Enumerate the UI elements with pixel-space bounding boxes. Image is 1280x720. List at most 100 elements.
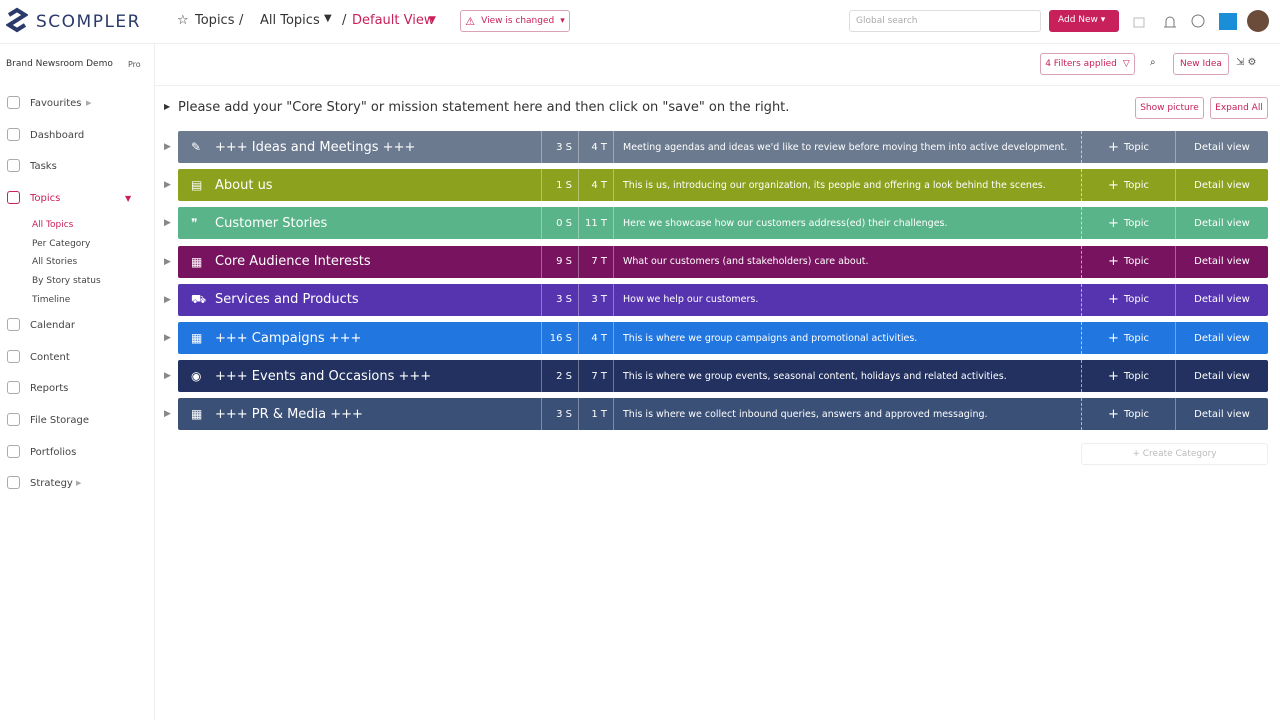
- plus: +: [1107, 330, 1119, 346]
- description: What our customers (and stakeholders) ca…: [623, 256, 869, 268]
- logo-text: SCOMPLER: [36, 12, 141, 32]
- expand-toggle[interactable]: ▶: [164, 142, 171, 152]
- nav-item[interactable]: Portfolios: [30, 446, 77, 458]
- header-icons[interactable]: [1130, 12, 1250, 32]
- show-picture-button[interactable]: Show picture: [1135, 97, 1204, 119]
- sub-nav-item[interactable]: Timeline: [32, 295, 71, 305]
- export-icon[interactable]: ⇲ ⚙: [1236, 57, 1257, 68]
- category-name[interactable]: +++ Events and Occasions +++: [215, 368, 432, 384]
- nav-item[interactable]: Topics: [30, 193, 61, 205]
- category-icon: ❞: [191, 216, 198, 231]
- plus: +: [1107, 177, 1119, 193]
- description: This is us, introducing our organization…: [623, 179, 1046, 191]
- new-idea-button[interactable]: New Idea: [1173, 53, 1229, 75]
- avatar[interactable]: [1247, 10, 1269, 32]
- category-name[interactable]: +++ PR & Media +++: [215, 406, 363, 422]
- nav-item[interactable]: Favourites: [30, 98, 82, 109]
- nav-item[interactable]: Tasks: [30, 161, 57, 173]
- separator: /: [239, 13, 244, 28]
- plus: +: [1132, 449, 1143, 459]
- story-count: 3 S: [541, 131, 578, 163]
- expand-toggle[interactable]: ▶: [164, 294, 171, 305]
- topic-button: Topic: [1123, 141, 1150, 153]
- sub-nav-item[interactable]: All Topics: [32, 219, 74, 230]
- category-name[interactable]: +++ Ideas and Meetings +++: [215, 139, 416, 155]
- nav-icon: [7, 349, 20, 363]
- category-name[interactable]: Services and Products: [215, 292, 359, 308]
- description: Here we showcase how our customers addre…: [623, 217, 948, 229]
- category-name[interactable]: Core Audience Interests: [215, 254, 371, 270]
- category-row: ❞ Customer Stories 0 S 11 T Here we showcase…: [178, 207, 1268, 240]
- category-icon: ▦: [191, 407, 203, 422]
- expand-toggle[interactable]: ▶: [164, 409, 171, 420]
- nav-item[interactable]: Dashboard: [30, 129, 85, 141]
- view-changed-button[interactable]: ⚠ View is changed ▾: [460, 10, 570, 32]
- add-topic-button[interactable]: + Topic: [1081, 283, 1175, 316]
- global-search[interactable]: Global search: [849, 10, 1041, 32]
- plan: Pro: [128, 60, 141, 69]
- detail-view-button[interactable]: Detail view: [1175, 360, 1268, 393]
- search-icon[interactable]: ⌕: [1150, 57, 1156, 68]
- nav-icon: [7, 159, 20, 173]
- nav-icon: [7, 476, 20, 490]
- core-story[interactable]: Please add your "Core Story" or mission …: [178, 100, 790, 115]
- nav-item[interactable]: Reports: [30, 383, 69, 395]
- caret: ▾: [560, 16, 565, 26]
- view-changed: View is changed: [481, 16, 555, 26]
- nav-item[interactable]: File Storage: [30, 414, 90, 426]
- add-topic-button[interactable]: + Topic: [1081, 398, 1175, 431]
- nav-icon: [7, 127, 20, 141]
- description: This is where we group events, seasonal …: [623, 370, 1007, 382]
- topic-count: 4 T: [578, 322, 614, 354]
- category-name[interactable]: +++ Campaigns +++: [215, 330, 362, 346]
- filters-button[interactable]: 4 Filters applied ▽: [1040, 53, 1135, 75]
- detail-view-button[interactable]: Detail view: [1175, 245, 1268, 278]
- category-name[interactable]: Customer Stories: [215, 215, 328, 231]
- breadcrumb[interactable]: All Topics: [260, 13, 320, 28]
- nav-icon: [7, 412, 20, 426]
- sub-nav-item[interactable]: All Stories: [32, 257, 78, 268]
- add-topic-button[interactable]: + Topic: [1081, 360, 1175, 393]
- nav-icon: [7, 444, 20, 458]
- breadcrumb[interactable]: Topics: [195, 13, 235, 28]
- detail-view-button[interactable]: Detail view: [1175, 322, 1268, 354]
- add-new-button[interactable]: Add New ▾: [1049, 10, 1119, 32]
- detail-view-button[interactable]: Detail view: [1175, 169, 1268, 202]
- topic-count: 7 T: [578, 360, 614, 393]
- add-topic-button[interactable]: + Topic: [1081, 169, 1175, 202]
- create-category-button[interactable]: + Create Category: [1081, 443, 1268, 465]
- topic-button: Topic: [1123, 217, 1150, 229]
- sub-nav-item[interactable]: Per Category: [32, 238, 91, 249]
- topic-button: Topic: [1123, 294, 1150, 306]
- logo-icon: [6, 7, 28, 33]
- expand-toggle[interactable]: ▶: [164, 256, 171, 267]
- expand-toggle[interactable]: ▶: [164, 180, 171, 191]
- caret[interactable]: ▼: [429, 15, 436, 25]
- detail-view-button[interactable]: Detail view: [1175, 131, 1268, 163]
- sub-nav-item[interactable]: By Story status: [32, 276, 101, 287]
- nav-item[interactable]: Strategy: [30, 478, 73, 490]
- breadcrumb[interactable]: Default View: [352, 13, 435, 28]
- workspace[interactable]: Brand Newsroom Demo: [6, 59, 113, 69]
- expand-toggle[interactable]: ▶: [164, 371, 171, 382]
- category-name[interactable]: About us: [215, 177, 273, 193]
- add-topic-button[interactable]: + Topic: [1081, 322, 1175, 354]
- nav-item[interactable]: Content: [30, 351, 70, 363]
- add-topic-button[interactable]: + Topic: [1081, 245, 1175, 278]
- detail-view-button[interactable]: Detail view: [1175, 207, 1268, 240]
- caret[interactable]: ▼: [324, 13, 332, 24]
- expand-all-button[interactable]: Expand All: [1210, 97, 1268, 119]
- nav-item[interactable]: Calendar: [30, 319, 75, 331]
- add-new: Add New: [1058, 15, 1098, 25]
- detail-view-button[interactable]: Detail view: [1175, 283, 1268, 316]
- nav-icon: [7, 96, 20, 109]
- add-topic-button[interactable]: + Topic: [1081, 131, 1175, 163]
- add-topic-button[interactable]: + Topic: [1081, 207, 1175, 240]
- expand-toggle[interactable]: ▶: [164, 218, 171, 229]
- expand-toggle[interactable]: ▶: [164, 333, 171, 343]
- core-story-toggle[interactable]: ▶: [164, 102, 171, 111]
- star[interactable]: ☆: [177, 13, 189, 28]
- detail-view-button[interactable]: Detail view: [1175, 398, 1268, 431]
